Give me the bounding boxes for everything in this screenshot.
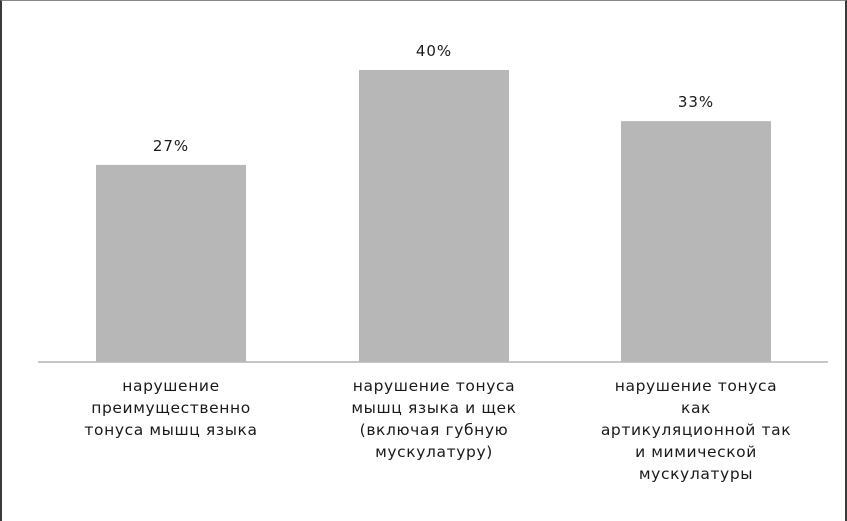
data-labels-group: 27% 40% 33% [153, 42, 714, 155]
category-label-1: нарушение преимущественно тонуса мышц яз… [84, 377, 258, 439]
data-label-2: 40% [416, 42, 452, 60]
bars-group [96, 70, 771, 362]
data-label-1: 27% [153, 137, 189, 155]
bar-2 [359, 70, 509, 362]
category-label-3: нарушение тонуса как артикуляционной так… [600, 377, 792, 483]
bar-3 [621, 121, 771, 362]
data-label-3: 33% [678, 93, 714, 111]
bar-1 [96, 164, 246, 362]
category-label-2: нарушение тонуса мышц языка и щек (включ… [351, 377, 517, 461]
